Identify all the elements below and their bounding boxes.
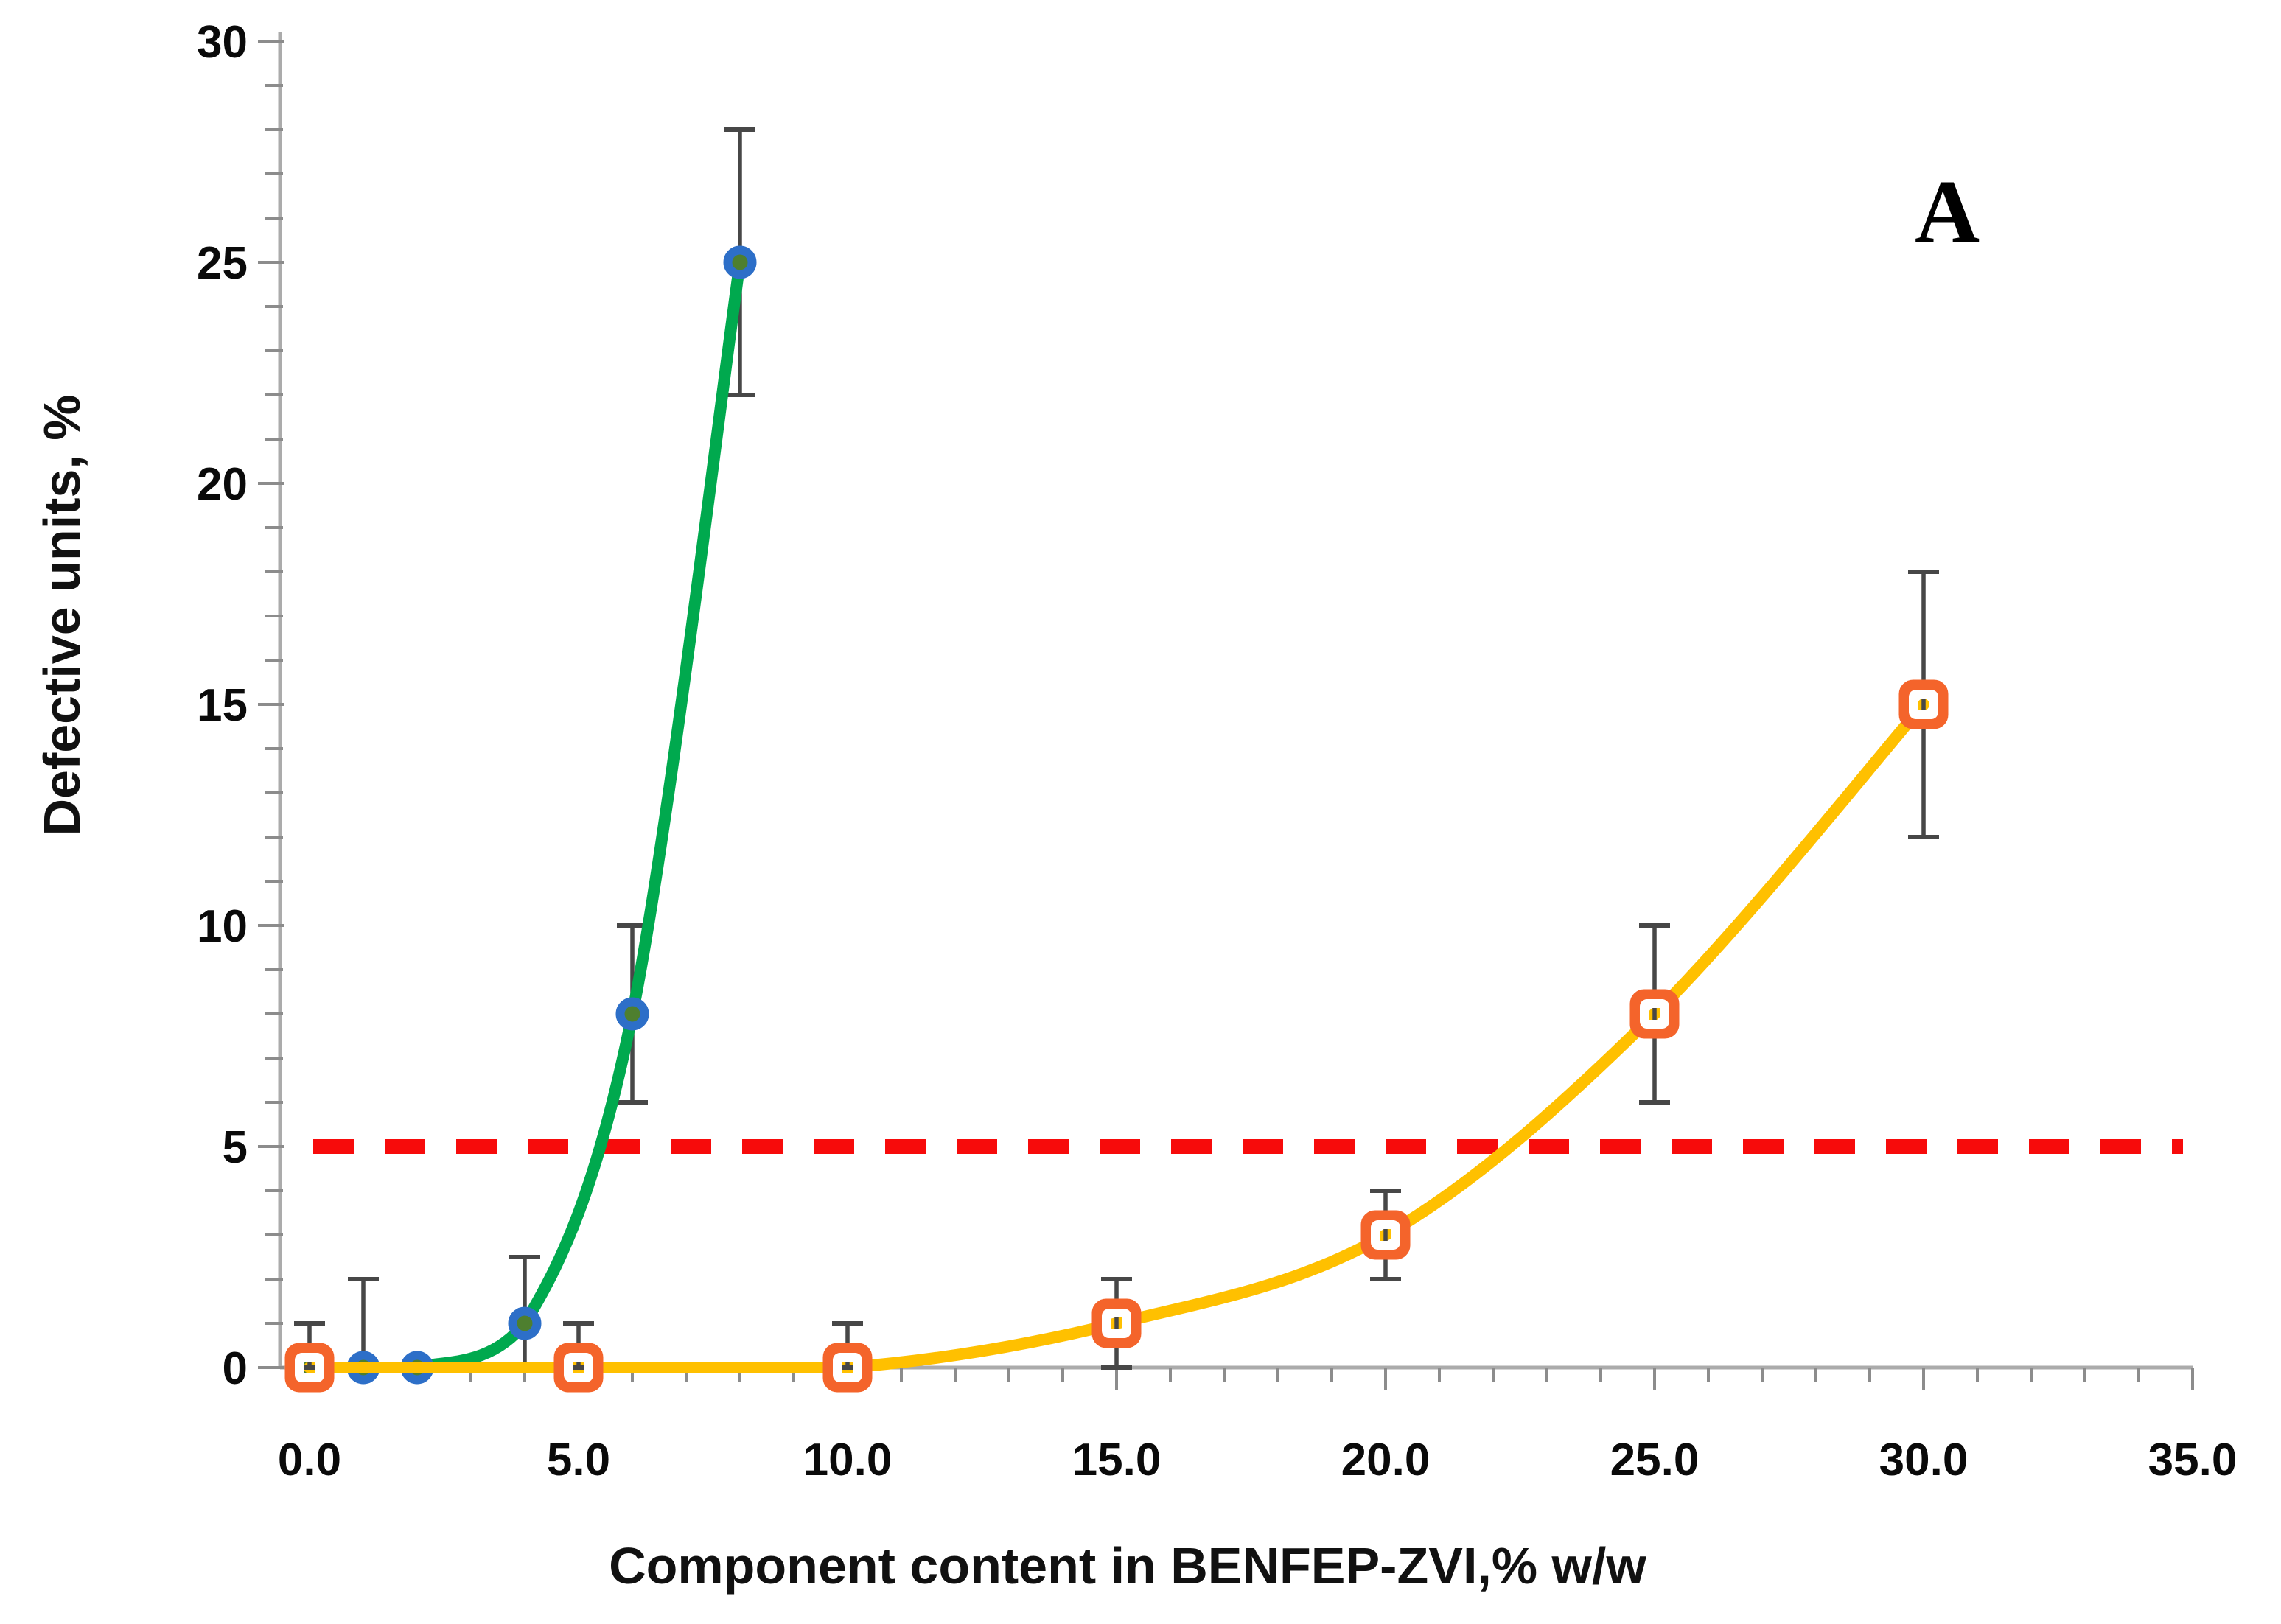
x-tick-label: 30.0	[1879, 1435, 1969, 1485]
x-tick-label: 0.0	[278, 1435, 341, 1485]
data-point-circle-marker	[508, 1306, 542, 1340]
y-tick-label: 15	[197, 680, 248, 731]
data-point-square-marker	[822, 1343, 873, 1393]
x-tick-label: 25.0	[1610, 1435, 1700, 1485]
green-series	[304, 256, 746, 1373]
square-marker-inner-ring	[1909, 690, 1938, 719]
green-series-error-bars	[348, 127, 755, 1370]
y-tick-label: 10	[197, 901, 248, 952]
gold-series-markers	[284, 679, 1949, 1393]
x-axis-title: Component content in BENFEP-ZVI,% w/w	[609, 1537, 1646, 1595]
x-tick-labels: 0.0 5.0 10.0 15.0 20.0 25.0 30.0 35.0	[278, 1435, 2237, 1485]
x-tick-label: 5.0	[547, 1435, 610, 1485]
data-point-square-marker	[1629, 989, 1680, 1039]
data-point-square-marker	[1360, 1210, 1411, 1260]
x-tick-label: 15.0	[1072, 1435, 1162, 1485]
square-marker-inner-ring	[564, 1353, 593, 1382]
data-point-square-marker	[1091, 1298, 1142, 1348]
figure-panel-label: A	[1914, 162, 1980, 262]
green-series-markers	[293, 245, 757, 1385]
data-point-circle-marker	[615, 997, 649, 1031]
square-marker-inner-ring	[295, 1353, 324, 1382]
x-tick-label: 10.0	[803, 1435, 893, 1485]
x-tick-label: 20.0	[1341, 1435, 1431, 1485]
y-tick-label: 0	[223, 1343, 248, 1394]
square-marker-inner-ring	[1640, 999, 1669, 1029]
square-marker-inner-ring	[833, 1353, 862, 1382]
y-axis-title: Defective units, %	[33, 394, 91, 836]
y-tick-label: 20	[197, 459, 248, 510]
square-marker-inner-ring	[1102, 1309, 1131, 1338]
y-tick-label: 25	[197, 238, 248, 289]
data-point-circle-marker	[723, 245, 757, 279]
data-point-square-marker	[553, 1343, 604, 1393]
y-tick-labels: 0 5 10 15 20 25 30	[197, 17, 248, 1394]
data-point-square-marker	[284, 1343, 335, 1393]
y-tick-label: 5	[223, 1122, 248, 1173]
green-series-line	[304, 256, 746, 1373]
x-tick-label: 35.0	[2148, 1435, 2238, 1485]
y-tick-label: 30	[197, 17, 248, 68]
square-marker-inner-ring	[1371, 1220, 1400, 1250]
data-point-square-marker	[1898, 679, 1949, 729]
